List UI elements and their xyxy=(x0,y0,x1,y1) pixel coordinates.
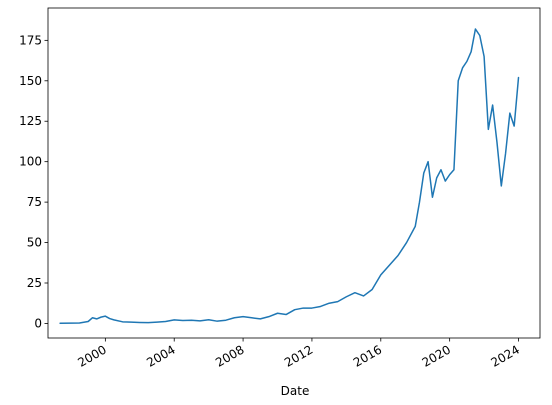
plot-area-frame xyxy=(47,7,541,339)
series-layer xyxy=(59,28,520,325)
y-tick-label: 175 xyxy=(19,33,42,47)
y-tick-label: 150 xyxy=(19,74,42,88)
y-tick-label: 25 xyxy=(27,276,42,290)
y-tick-label: 0 xyxy=(34,316,42,330)
y-tick-label: 100 xyxy=(19,155,42,169)
y-tick-label: 125 xyxy=(19,114,42,128)
x-axis-title: Date xyxy=(281,384,310,398)
y-tick-label: 75 xyxy=(27,195,42,209)
y-tick-label: 50 xyxy=(27,236,42,250)
series-line-0 xyxy=(59,28,520,325)
